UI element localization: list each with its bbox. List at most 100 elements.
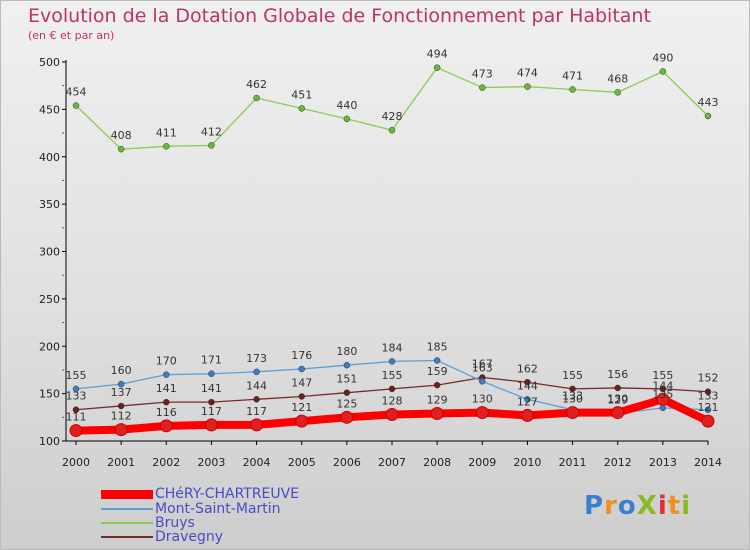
x-tick-label: 2008 — [423, 456, 451, 469]
data-label: 173 — [246, 352, 267, 365]
x-tick-label: 2014 — [694, 456, 722, 469]
x-tick-label: 2002 — [152, 456, 180, 469]
data-point — [433, 357, 441, 364]
data-label: 125 — [336, 397, 357, 410]
data-label: 130 — [472, 393, 493, 406]
data-point — [163, 143, 170, 150]
data-label: 411 — [156, 126, 177, 139]
data-label: 474 — [517, 67, 538, 80]
x-tick-label: 2001 — [107, 456, 135, 469]
logo-letter: P — [584, 491, 605, 521]
data-point — [704, 388, 712, 395]
logo-letter: t — [667, 491, 682, 521]
legend-label: CHéRY-CHARTREUVE — [155, 486, 300, 502]
data-point — [430, 407, 444, 421]
y-tick-label: 250 — [39, 293, 60, 306]
data-label: 454 — [66, 86, 87, 99]
data-point — [72, 102, 80, 109]
data-point — [520, 408, 534, 422]
y-tick-label: 100 — [39, 435, 60, 448]
x-tick-label: 2007 — [378, 456, 406, 469]
logo-letter: o — [617, 491, 637, 521]
legend-label: Bruys — [155, 515, 195, 531]
proxiti-logo: ProXiti — [584, 491, 691, 521]
data-label: 121 — [698, 401, 719, 414]
chart-subtitle: (en € et par an) — [28, 29, 115, 42]
data-label: 121 — [291, 401, 312, 414]
logo-letter: r — [604, 491, 618, 521]
data-point — [433, 64, 441, 71]
legend-swatch — [101, 508, 153, 510]
data-point — [159, 419, 173, 433]
data-label: 144 — [652, 379, 673, 392]
data-point — [704, 112, 712, 120]
data-point — [569, 86, 576, 93]
data-point — [163, 371, 170, 378]
logo-letter: i — [681, 491, 692, 521]
data-point — [479, 84, 486, 91]
x-tick-label: 2003 — [197, 456, 225, 469]
data-label: 471 — [562, 69, 583, 82]
data-label: 112 — [111, 410, 132, 423]
data-point — [388, 126, 396, 134]
data-point — [659, 385, 667, 393]
data-point — [72, 385, 80, 393]
data-label: 135 — [652, 388, 673, 401]
data-point — [117, 402, 125, 410]
data-point — [253, 368, 260, 376]
chart-title: Evolution de la Dotation Globale de Fonc… — [28, 5, 651, 27]
data-point — [475, 406, 489, 420]
data-label: 167 — [472, 358, 493, 371]
x-tick-label: 2005 — [288, 456, 316, 469]
legend-label: Mont-Saint-Martin — [155, 501, 281, 517]
data-point — [479, 378, 486, 385]
data-label: 127 — [517, 395, 538, 408]
data-point — [208, 398, 215, 406]
data-label: 462 — [246, 78, 267, 91]
data-point — [433, 381, 441, 389]
data-point — [614, 384, 621, 392]
y-tick-label: 400 — [39, 151, 60, 164]
data-point — [69, 424, 83, 438]
data-point — [614, 89, 621, 96]
data-label: 184 — [382, 341, 403, 354]
data-label: 412 — [201, 125, 222, 138]
data-label: 129 — [607, 394, 628, 407]
data-label: 155 — [382, 369, 403, 382]
data-label: 160 — [111, 364, 132, 377]
y-tick-label: 500 — [39, 56, 60, 69]
data-label: 440 — [336, 99, 357, 112]
x-tick-label: 2012 — [604, 456, 632, 469]
data-label: 408 — [111, 129, 132, 142]
data-label: 159 — [427, 365, 448, 378]
data-label: 152 — [698, 372, 719, 385]
data-label: 137 — [111, 386, 132, 399]
x-tick-label: 2010 — [513, 456, 541, 469]
x-tick-label: 2011 — [559, 456, 587, 469]
data-point — [208, 142, 215, 149]
data-point — [253, 94, 260, 102]
data-label: 144 — [517, 379, 538, 392]
data-label: 155 — [66, 369, 87, 382]
data-point — [611, 406, 625, 420]
data-point — [524, 83, 531, 90]
legend-label: Dravegny — [155, 529, 224, 545]
data-point — [343, 361, 351, 369]
data-label: 130 — [607, 393, 628, 406]
data-label: 473 — [472, 68, 493, 81]
data-point — [388, 358, 396, 365]
data-label: 494 — [427, 48, 448, 61]
data-label: 144 — [246, 379, 267, 392]
x-tick-label: 2000 — [62, 456, 90, 469]
data-label: 130 — [562, 393, 583, 406]
data-point — [204, 418, 218, 432]
data-point — [298, 105, 305, 112]
data-label: 147 — [291, 376, 312, 389]
data-label: 133 — [562, 390, 583, 403]
data-label: 451 — [291, 88, 312, 101]
data-label: 176 — [291, 349, 312, 362]
data-point — [524, 379, 531, 386]
data-label: 490 — [652, 51, 673, 64]
